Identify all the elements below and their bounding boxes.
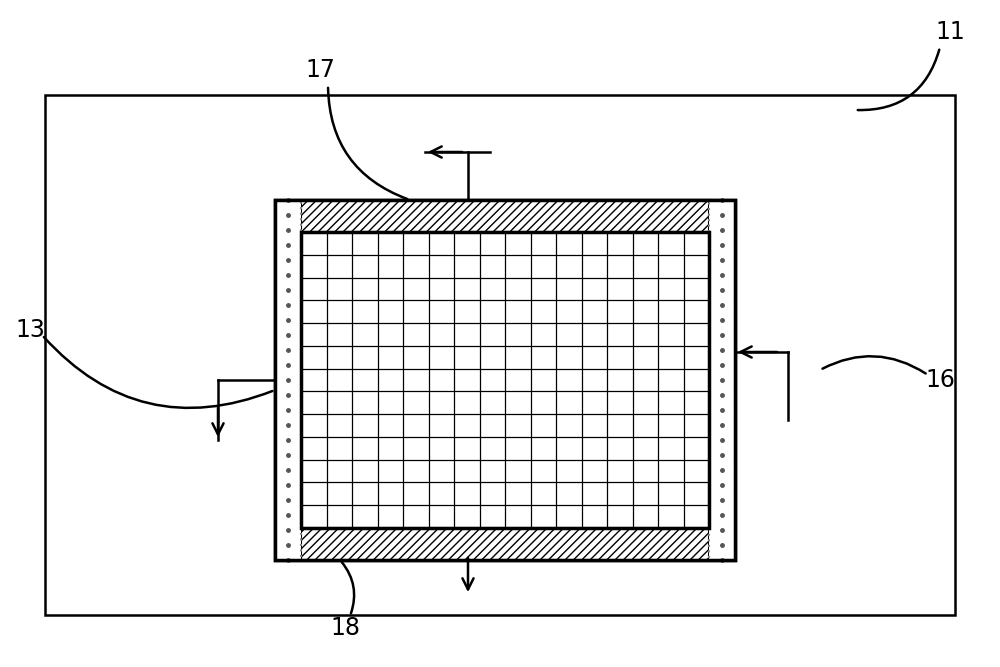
Bar [275,200,301,560]
Bar [301,232,709,528]
Bar [275,200,735,560]
Bar [275,200,735,560]
Text: 17: 17 [305,58,335,82]
Text: 11: 11 [935,20,965,44]
Bar [709,200,735,560]
Bar [45,95,955,615]
Bar [301,200,709,232]
Text: 13: 13 [15,318,45,342]
Bar [301,528,709,560]
Text: 18: 18 [330,616,360,640]
Text: 16: 16 [925,368,955,392]
